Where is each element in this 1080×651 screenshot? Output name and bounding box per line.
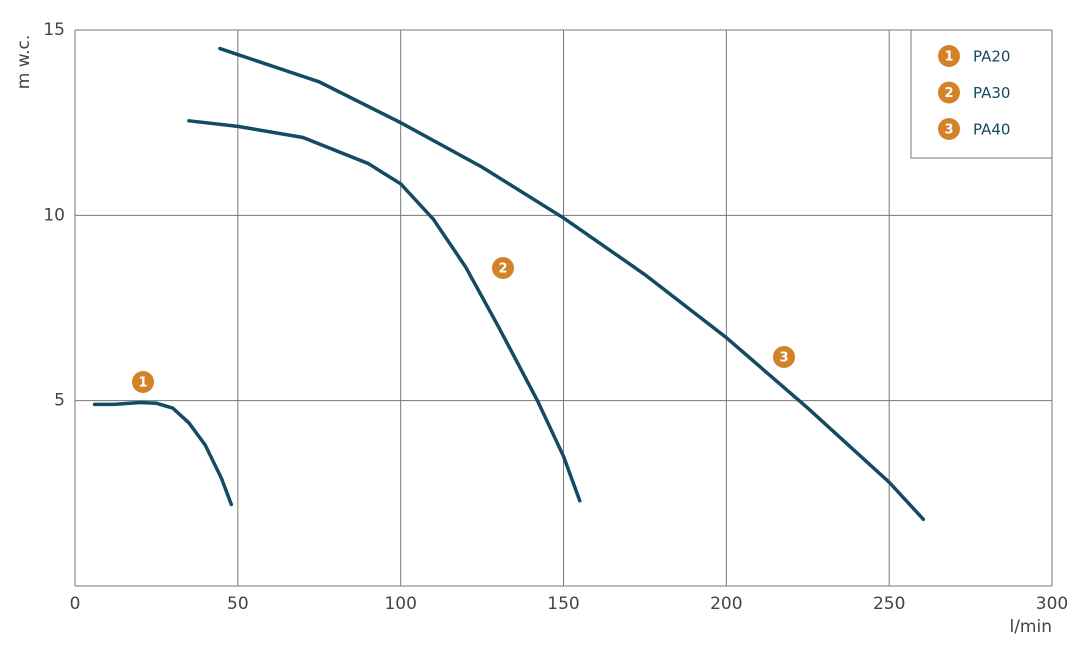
x-tick-label: 300 xyxy=(1036,594,1068,614)
badge-label: 1 xyxy=(944,50,953,65)
badge xyxy=(132,371,154,393)
y-axis-label: m w.c. xyxy=(14,35,34,89)
series-line xyxy=(218,46,926,522)
x-tick-label: 200 xyxy=(710,594,742,614)
legend-label: PA40 xyxy=(973,121,1010,139)
series-line xyxy=(187,119,582,503)
badge xyxy=(938,118,960,140)
x-tick-label: 0 xyxy=(70,594,81,614)
badge xyxy=(938,45,960,67)
badge xyxy=(938,81,960,104)
x-tick-label: 150 xyxy=(547,594,579,614)
y-tick-label: 15 xyxy=(43,20,65,40)
legend-label: PA30 xyxy=(973,84,1010,102)
badge-label: 3 xyxy=(944,123,953,138)
y-tick-label: 5 xyxy=(54,391,65,411)
badge-label: 1 xyxy=(138,376,147,391)
x-tick-label: 100 xyxy=(384,594,416,614)
legend-box xyxy=(910,30,1052,159)
y-tick-label: 10 xyxy=(43,205,65,225)
badge-label: 2 xyxy=(498,262,507,277)
x-axis-label: l/min xyxy=(1009,617,1052,637)
x-tick-label: 50 xyxy=(227,594,249,614)
badge xyxy=(773,346,795,368)
series-line xyxy=(92,400,234,507)
badge xyxy=(492,257,514,279)
badge-label: 2 xyxy=(944,86,953,101)
x-tick-label: 250 xyxy=(873,594,905,614)
legend-label: PA20 xyxy=(973,48,1010,66)
badge-label: 3 xyxy=(779,351,788,366)
